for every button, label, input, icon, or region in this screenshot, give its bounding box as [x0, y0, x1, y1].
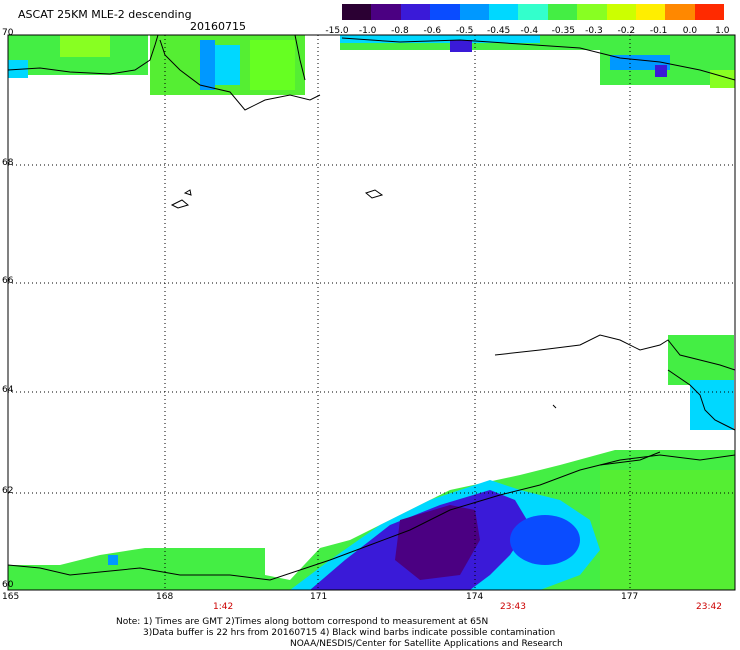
lat-label-66: 66 — [2, 276, 14, 286]
colorbar-label: -0.1 — [649, 26, 668, 36]
graticule — [8, 34, 735, 590]
lon-label-168: 168 — [156, 592, 174, 602]
colorbar-swatch — [606, 4, 636, 20]
colorbar-swatch — [577, 4, 607, 20]
product-title: ASCAT 25KM MLE-2 descending — [18, 8, 192, 21]
note-line-2: 3)Data buffer is 22 hrs from 20160715 4)… — [143, 628, 556, 638]
lon-label-165: 165 — [2, 592, 20, 602]
colorbar-label: 1.0 — [715, 26, 730, 36]
colorbar-label: -0.4 — [520, 26, 539, 36]
colorbar-label: -0.8 — [391, 26, 409, 36]
colorbar-label: -15.0 — [325, 26, 349, 36]
colorbar-label: -0.6 — [423, 26, 442, 36]
colorbar-label: -0.2 — [617, 26, 636, 36]
colorbar-swatch — [547, 4, 578, 20]
colorbar-swatch — [635, 4, 666, 20]
time-label-1: 1:42 — [213, 602, 234, 612]
colorbar-swatch — [694, 4, 725, 20]
colorbar-label: -0.35 — [551, 26, 575, 36]
lon-label-174: 174 — [466, 592, 484, 602]
note-line-3: NOAA/NESDIS/Center for Satellite Applica… — [290, 639, 563, 649]
colorbar-label: 0.0 — [682, 26, 698, 36]
lat-label-60: 60 — [2, 580, 14, 590]
time-label-3: 23:42 — [696, 602, 722, 612]
lat-label-62: 62 — [2, 486, 14, 496]
swath-bottom — [8, 450, 735, 590]
colorbar-label: -1.0 — [358, 26, 377, 36]
colorbar-swatch — [371, 4, 401, 20]
colorbar-label: -0.5 — [455, 26, 474, 36]
lat-label-68: 68 — [2, 158, 14, 168]
colorbar-swatch — [488, 4, 519, 20]
note-line-1: Note: 1) Times are GMT 2)Times along bot… — [116, 617, 489, 627]
colorbar-labels: -15.0 -1.0 -0.8 -0.6 -0.5 -0.45 -0.4 -0.35 -0.3 -… — [325, 26, 730, 38]
colorbar — [342, 4, 725, 20]
coastline — [7, 34, 736, 581]
colorbar-swatch — [665, 4, 695, 20]
colorbar-swatch — [459, 4, 489, 20]
swath-top-right — [340, 35, 735, 88]
lat-label-64: 64 — [2, 385, 14, 395]
map-frame — [7, 34, 736, 591]
colorbar-swatch — [342, 4, 372, 20]
swath-right-mid — [668, 335, 734, 430]
colorbar-label: -0.45 — [486, 26, 511, 36]
product-date: 20160715 — [190, 20, 246, 33]
lat-label-70: 70 — [2, 28, 14, 38]
time-label-2: 23:43 — [500, 602, 526, 612]
lon-label-171: 171 — [310, 592, 328, 602]
lon-label-177: 177 — [621, 592, 639, 602]
colorbar-swatch — [400, 4, 431, 20]
swath-top-left — [8, 35, 305, 95]
colorbar-swatch — [430, 4, 460, 20]
colorbar-swatch — [518, 4, 548, 20]
colorbar-label: -0.3 — [585, 26, 603, 36]
